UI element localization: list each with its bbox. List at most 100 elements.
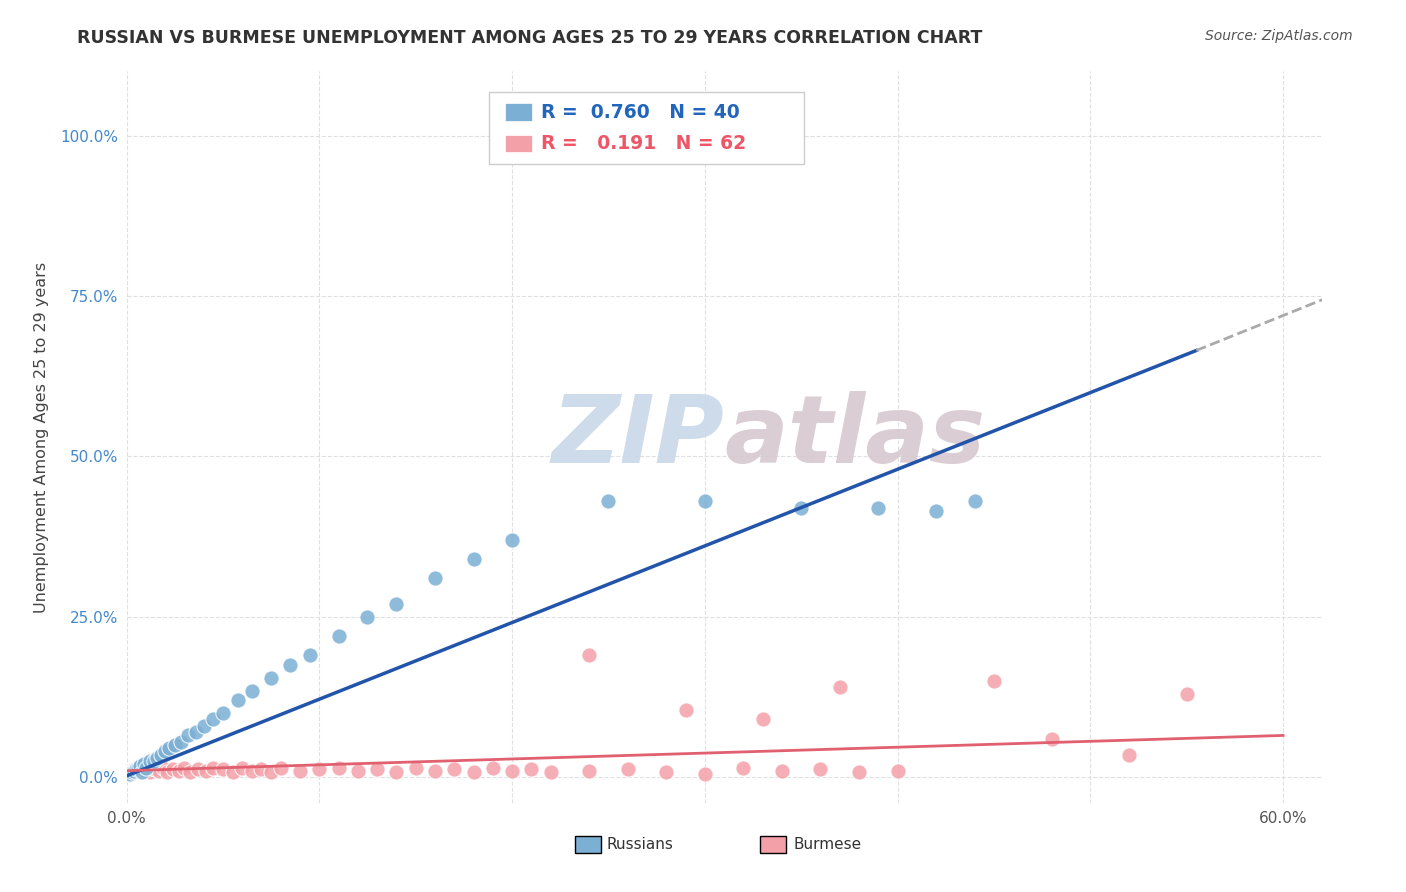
Point bbox=[202, 760, 225, 774]
Point bbox=[501, 533, 523, 547]
Point bbox=[184, 725, 207, 739]
Point bbox=[212, 763, 235, 777]
Text: R =   0.191   N = 62: R = 0.191 N = 62 bbox=[541, 134, 747, 153]
Y-axis label: Unemployment Among Ages 25 to 29 years: Unemployment Among Ages 25 to 29 years bbox=[34, 261, 49, 613]
Point bbox=[120, 764, 142, 779]
Point bbox=[693, 494, 716, 508]
Point bbox=[578, 764, 600, 778]
Point bbox=[693, 767, 716, 781]
Point bbox=[122, 764, 145, 778]
Point bbox=[578, 648, 600, 663]
Point bbox=[925, 504, 948, 518]
Point bbox=[385, 764, 408, 779]
Point bbox=[163, 738, 186, 752]
Point bbox=[231, 760, 253, 774]
Point bbox=[347, 764, 370, 778]
FancyBboxPatch shape bbox=[505, 103, 531, 121]
Point bbox=[463, 552, 485, 566]
Point bbox=[240, 764, 263, 778]
FancyBboxPatch shape bbox=[489, 92, 804, 164]
Point bbox=[733, 760, 755, 774]
Point bbox=[202, 712, 225, 726]
Point bbox=[121, 764, 143, 778]
Point bbox=[212, 706, 235, 720]
Point bbox=[221, 764, 243, 779]
Point bbox=[129, 764, 152, 779]
Point bbox=[848, 764, 870, 779]
Point bbox=[810, 763, 832, 777]
Point bbox=[121, 764, 143, 779]
Point bbox=[138, 764, 160, 779]
Point bbox=[179, 764, 201, 779]
Point bbox=[405, 760, 427, 774]
Point bbox=[148, 764, 170, 778]
Point bbox=[142, 754, 165, 768]
Point bbox=[169, 735, 191, 749]
Point bbox=[1175, 687, 1198, 701]
Point bbox=[153, 744, 176, 758]
Point bbox=[135, 764, 157, 778]
Point bbox=[963, 494, 986, 508]
Text: Source: ZipAtlas.com: Source: ZipAtlas.com bbox=[1205, 29, 1353, 43]
Point bbox=[156, 764, 179, 779]
Point bbox=[146, 751, 169, 765]
Point bbox=[250, 763, 273, 777]
Point bbox=[194, 764, 217, 778]
Point bbox=[443, 763, 465, 777]
Point bbox=[125, 760, 148, 774]
Point bbox=[173, 760, 195, 774]
Point bbox=[150, 747, 173, 762]
Text: Burmese: Burmese bbox=[793, 837, 862, 852]
Text: RUSSIAN VS BURMESE UNEMPLOYMENT AMONG AGES 25 TO 29 YEARS CORRELATION CHART: RUSSIAN VS BURMESE UNEMPLOYMENT AMONG AG… bbox=[77, 29, 983, 46]
Point bbox=[167, 764, 190, 778]
Point bbox=[790, 500, 813, 515]
Point bbox=[770, 764, 793, 778]
Point bbox=[423, 571, 446, 585]
Point bbox=[328, 629, 350, 643]
Point bbox=[540, 764, 562, 779]
Point bbox=[145, 763, 167, 777]
Point bbox=[136, 763, 159, 777]
Point bbox=[366, 763, 388, 777]
FancyBboxPatch shape bbox=[505, 135, 531, 153]
Point bbox=[520, 763, 543, 777]
Point bbox=[308, 763, 330, 777]
Point bbox=[828, 681, 851, 695]
Text: ZIP: ZIP bbox=[551, 391, 724, 483]
Point bbox=[131, 764, 153, 779]
Point bbox=[1118, 747, 1140, 762]
Point bbox=[187, 763, 209, 777]
Point bbox=[260, 671, 283, 685]
Point bbox=[117, 767, 139, 781]
Point bbox=[129, 758, 152, 772]
Point bbox=[120, 767, 142, 781]
Point bbox=[675, 703, 697, 717]
Point bbox=[141, 760, 163, 774]
Point bbox=[356, 609, 378, 624]
Point bbox=[385, 597, 408, 611]
Point bbox=[132, 760, 155, 774]
Point bbox=[162, 763, 184, 777]
Point bbox=[655, 764, 678, 779]
Point bbox=[177, 728, 200, 742]
Point bbox=[127, 760, 149, 774]
Point bbox=[298, 648, 321, 663]
Point bbox=[983, 673, 1005, 688]
Point bbox=[423, 764, 446, 778]
Point bbox=[328, 760, 350, 774]
Point bbox=[288, 764, 311, 778]
Point bbox=[122, 763, 145, 777]
Point bbox=[157, 741, 180, 756]
Point bbox=[270, 760, 292, 774]
Point bbox=[886, 764, 908, 778]
Text: R =  0.760   N = 40: R = 0.760 N = 40 bbox=[541, 103, 740, 121]
Point bbox=[463, 764, 485, 779]
Point bbox=[135, 760, 157, 774]
Text: atlas: atlas bbox=[724, 391, 986, 483]
Point bbox=[127, 764, 149, 778]
Point bbox=[228, 693, 250, 707]
Point bbox=[260, 764, 283, 779]
Point bbox=[240, 683, 263, 698]
Point bbox=[501, 764, 523, 778]
Point bbox=[1040, 731, 1063, 746]
